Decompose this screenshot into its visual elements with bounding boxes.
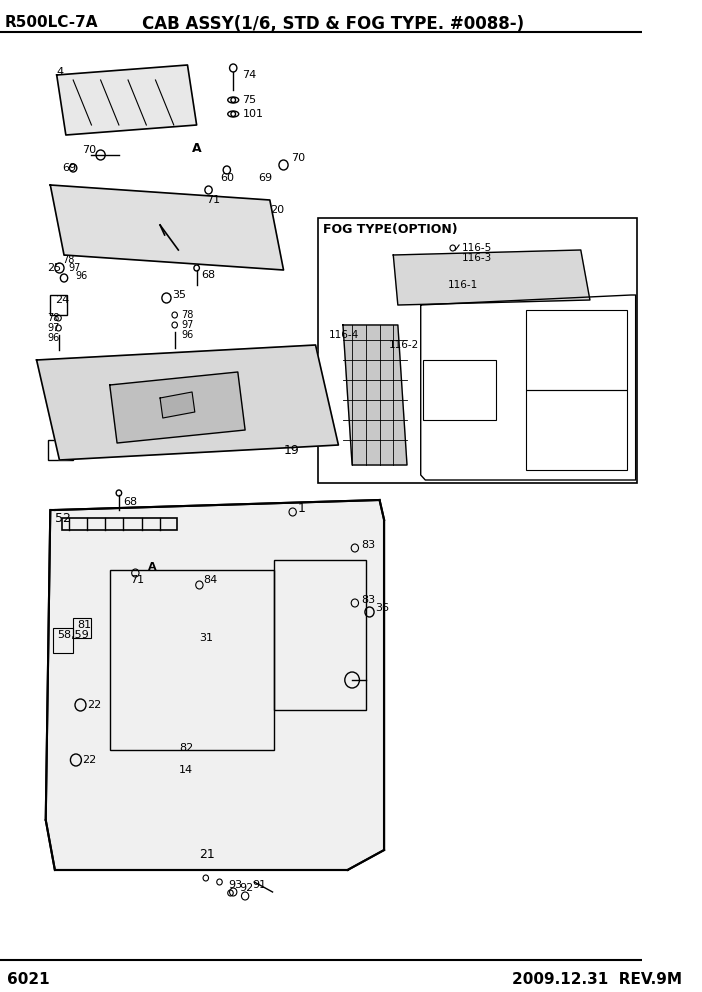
Text: A: A (192, 142, 201, 155)
Text: 116-1: 116-1 (448, 280, 478, 290)
Text: 97: 97 (69, 263, 81, 273)
Text: 83: 83 (362, 540, 376, 550)
Text: 91: 91 (253, 880, 267, 890)
Bar (46, 375, 73, 400)
Bar (48, 440, 73, 460)
Text: 81: 81 (77, 620, 91, 630)
Text: 4: 4 (57, 67, 64, 77)
Text: 60: 60 (220, 173, 234, 183)
Polygon shape (57, 65, 197, 135)
Text: 92: 92 (239, 883, 254, 893)
Text: 1: 1 (297, 502, 305, 515)
Text: 2009.12.31  REV.9M: 2009.12.31 REV.9M (512, 972, 682, 987)
Text: 71: 71 (206, 195, 220, 205)
Text: 84: 84 (203, 575, 218, 585)
Text: 36: 36 (375, 603, 389, 613)
Text: 96: 96 (75, 271, 87, 281)
Text: 82: 82 (179, 743, 194, 753)
Bar (274, 560, 366, 710)
Text: 93: 93 (229, 880, 243, 890)
Text: 24: 24 (55, 295, 69, 305)
Bar (51, 295, 67, 315)
Text: 68: 68 (124, 497, 138, 507)
Text: 70: 70 (291, 153, 305, 163)
Text: 96: 96 (48, 333, 60, 343)
Text: 96: 96 (181, 330, 193, 340)
Polygon shape (46, 500, 384, 870)
Text: 116-3: 116-3 (462, 253, 492, 263)
Text: 97: 97 (181, 320, 194, 330)
Text: 78: 78 (48, 313, 60, 323)
Polygon shape (51, 185, 284, 270)
Text: 70: 70 (82, 145, 96, 155)
Text: 74: 74 (242, 70, 257, 80)
Bar (526, 390, 626, 470)
Text: 19: 19 (284, 443, 299, 456)
Bar (423, 360, 496, 420)
Bar (73, 618, 91, 638)
Text: 20: 20 (270, 205, 284, 215)
Text: 6021: 6021 (7, 972, 50, 987)
Bar (318, 218, 637, 483)
Text: 22: 22 (82, 755, 97, 765)
Text: FOG TYPE(OPTION): FOG TYPE(OPTION) (323, 223, 458, 236)
Text: 69: 69 (62, 163, 77, 173)
Text: 21: 21 (199, 848, 215, 861)
Polygon shape (37, 345, 338, 460)
Text: A: A (148, 562, 157, 572)
Bar (145, 220, 163, 238)
Text: 58,59: 58,59 (57, 630, 88, 640)
Text: 71: 71 (130, 575, 144, 585)
Bar (110, 570, 274, 750)
Polygon shape (110, 372, 245, 443)
Text: 52: 52 (55, 512, 71, 525)
Bar (53, 628, 73, 653)
Text: 78: 78 (62, 255, 74, 265)
Text: 69: 69 (258, 173, 272, 183)
Text: 101: 101 (242, 109, 263, 119)
Bar (62, 518, 176, 530)
Bar (526, 310, 626, 390)
Text: 31: 31 (199, 633, 213, 643)
Text: 25: 25 (48, 263, 62, 273)
Text: 83: 83 (362, 595, 376, 605)
Text: 116-4: 116-4 (329, 330, 359, 340)
Text: 116-5: 116-5 (462, 243, 492, 253)
Text: 22: 22 (87, 700, 101, 710)
Polygon shape (393, 250, 590, 305)
Text: 116-2: 116-2 (389, 340, 419, 350)
Text: 75: 75 (242, 95, 256, 105)
Polygon shape (343, 325, 407, 465)
Text: 78: 78 (181, 310, 194, 320)
Text: R500LC-7A: R500LC-7A (5, 15, 98, 30)
Polygon shape (160, 392, 195, 418)
Text: 68: 68 (201, 270, 216, 280)
Text: CAB ASSY(1/6, STD & FOG TYPE. #0088-): CAB ASSY(1/6, STD & FOG TYPE. #0088-) (142, 15, 524, 33)
Text: 14: 14 (178, 765, 192, 775)
Text: 35: 35 (172, 290, 186, 300)
Text: 97: 97 (48, 323, 60, 333)
